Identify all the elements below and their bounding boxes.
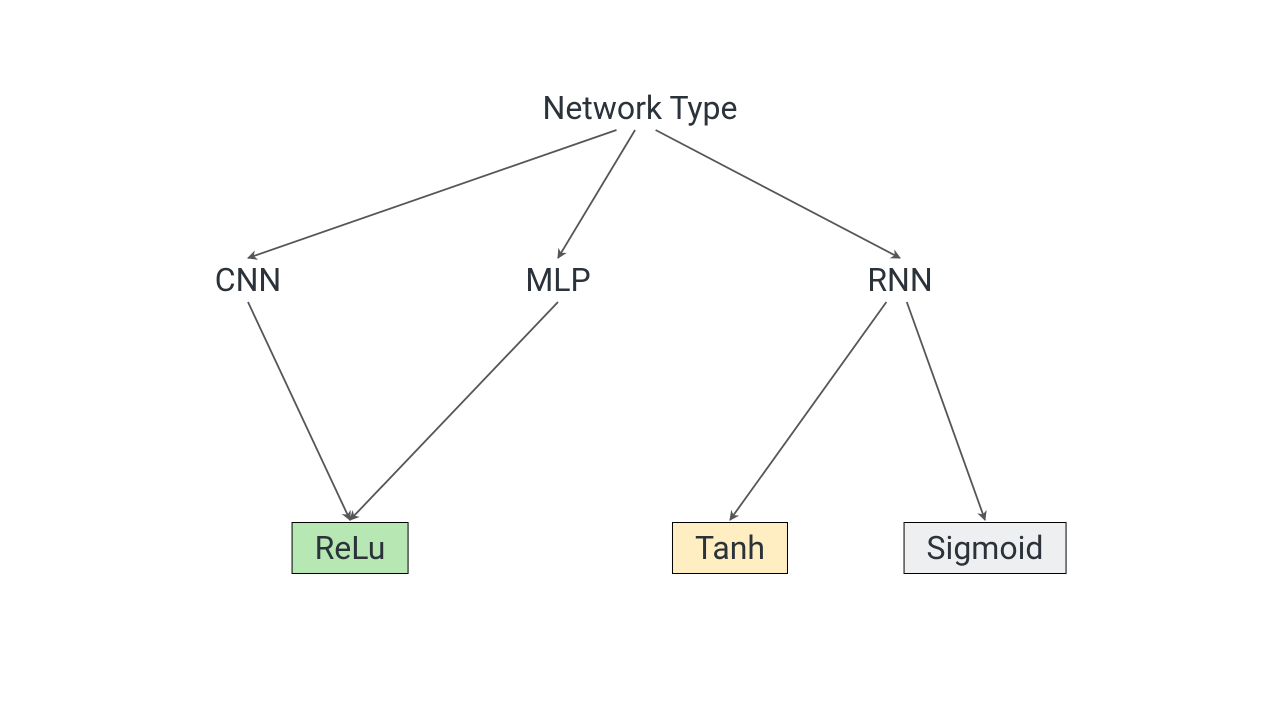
node-label-root: Network Type <box>543 89 738 127</box>
node-cnn: CNN <box>215 261 281 299</box>
node-label-cnn: CNN <box>215 261 281 299</box>
edge-root-to-cnn <box>248 130 616 258</box>
node-mlp: MLP <box>525 261 590 299</box>
edge-root-to-rnn <box>656 130 900 258</box>
node-relu: ReLu <box>292 522 409 574</box>
node-label-sigmoid: Sigmoid <box>904 522 1067 574</box>
node-root: Network Type <box>543 89 738 127</box>
edge-cnn-to-relu <box>248 302 350 520</box>
node-label-relu: ReLu <box>292 522 409 574</box>
node-label-mlp: MLP <box>525 261 590 299</box>
edge-mlp-to-relu <box>350 302 558 520</box>
node-label-tanh: Tanh <box>672 522 788 574</box>
edge-rnn-to-sigmoid <box>907 302 985 520</box>
edge-root-to-mlp <box>558 130 635 258</box>
edge-rnn-to-tanh <box>730 302 886 520</box>
node-label-rnn: RNN <box>867 261 932 299</box>
node-tanh: Tanh <box>672 522 788 574</box>
node-sigmoid: Sigmoid <box>904 522 1067 574</box>
node-rnn: RNN <box>867 261 932 299</box>
tree-diagram: Network Type CNN MLP RNN ReLu Tanh Sigmoid <box>0 0 1280 720</box>
